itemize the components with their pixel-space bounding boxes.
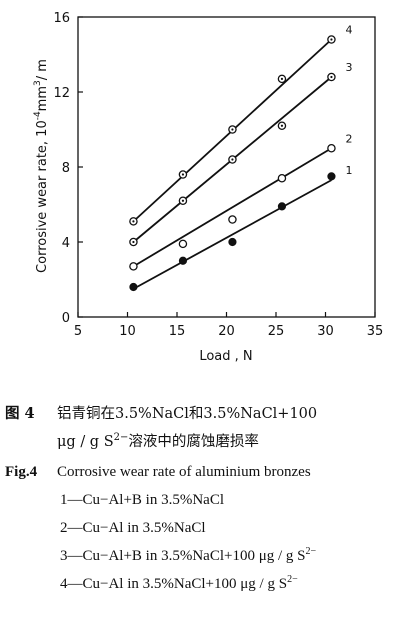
y-tick-label: 16 [53, 11, 70, 26]
data-point-center-3 [132, 240, 135, 244]
series-label-4: 4 [345, 24, 352, 37]
caption-cn-line2: μg / g S2−溶液中的腐蚀磨损率 [57, 432, 259, 451]
x-tick-label: 5 [74, 324, 82, 339]
y-tick-label: 4 [62, 236, 70, 251]
x-tick-label: 20 [218, 324, 235, 339]
y-tick-label: 0 [62, 311, 70, 326]
x-tick-label: 25 [268, 324, 285, 339]
data-point-center-4 [280, 77, 284, 80]
data-point-center-3 [280, 124, 284, 127]
data-point-1 [228, 237, 237, 247]
data-point-2 [327, 143, 336, 153]
data-points [129, 35, 336, 292]
data-point-center-4 [330, 38, 333, 41]
series-label-2: 2 [345, 132, 352, 145]
data-point-1 [129, 282, 138, 292]
data-point-2 [277, 173, 287, 183]
fit-line-2 [132, 147, 332, 268]
caption-cn-line1: 铝青铜在3.5%NaCl和3.5%NaCl+100 [57, 406, 318, 422]
legend-entry-3: 3—Cu−Al+B in 3.5%NaCl+100 μg / g S2− [60, 546, 317, 565]
x-tick-label: 30 [317, 324, 334, 339]
data-point-center-3 [181, 199, 185, 202]
plot-frame [77, 16, 376, 318]
legend-entry-4: 4—Cu−Al in 3.5%NaCl+100 μg / g S2− [60, 574, 298, 593]
data-point-center-4 [231, 128, 234, 131]
caption-en-label: Fig.4 [5, 464, 38, 480]
caption-cn-label: 图 4 [5, 405, 35, 422]
data-point-center-3 [231, 158, 234, 161]
x-tick-label: 15 [169, 324, 186, 339]
y-tick-label: 12 [53, 86, 70, 101]
x-axis-label: Load , N [199, 349, 252, 364]
series-labels: 1 2 3 4 [345, 24, 352, 178]
legend-entry-2: 2—Cu−Al in 3.5%NaCl [60, 520, 206, 536]
data-point-1 [327, 172, 336, 181]
x-tick-label: 10 [119, 324, 136, 339]
data-point-2 [178, 239, 188, 249]
data-point-2 [129, 262, 138, 271]
y-tick-label: 8 [62, 161, 70, 176]
data-point-1 [277, 202, 287, 211]
fit-lines [132, 38, 333, 290]
caption-en-title: Corrosive wear rate of aluminium bronzes [57, 464, 311, 480]
data-point-1 [178, 256, 188, 265]
data-point-2 [228, 215, 237, 224]
legend-entry-1: 1—Cu−Al+B in 3.5%NaCl [60, 492, 225, 508]
series-label-1: 1 [345, 164, 352, 177]
data-point-center-4 [132, 220, 135, 223]
x-tick-label: 35 [367, 324, 384, 339]
y-axis-label: Corrosive wear rate, 10-4mm3/ m [33, 59, 50, 273]
series-label-3: 3 [345, 61, 352, 74]
data-point-center-3 [330, 75, 333, 79]
data-point-center-4 [181, 173, 185, 176]
fit-line-1 [133, 179, 332, 290]
